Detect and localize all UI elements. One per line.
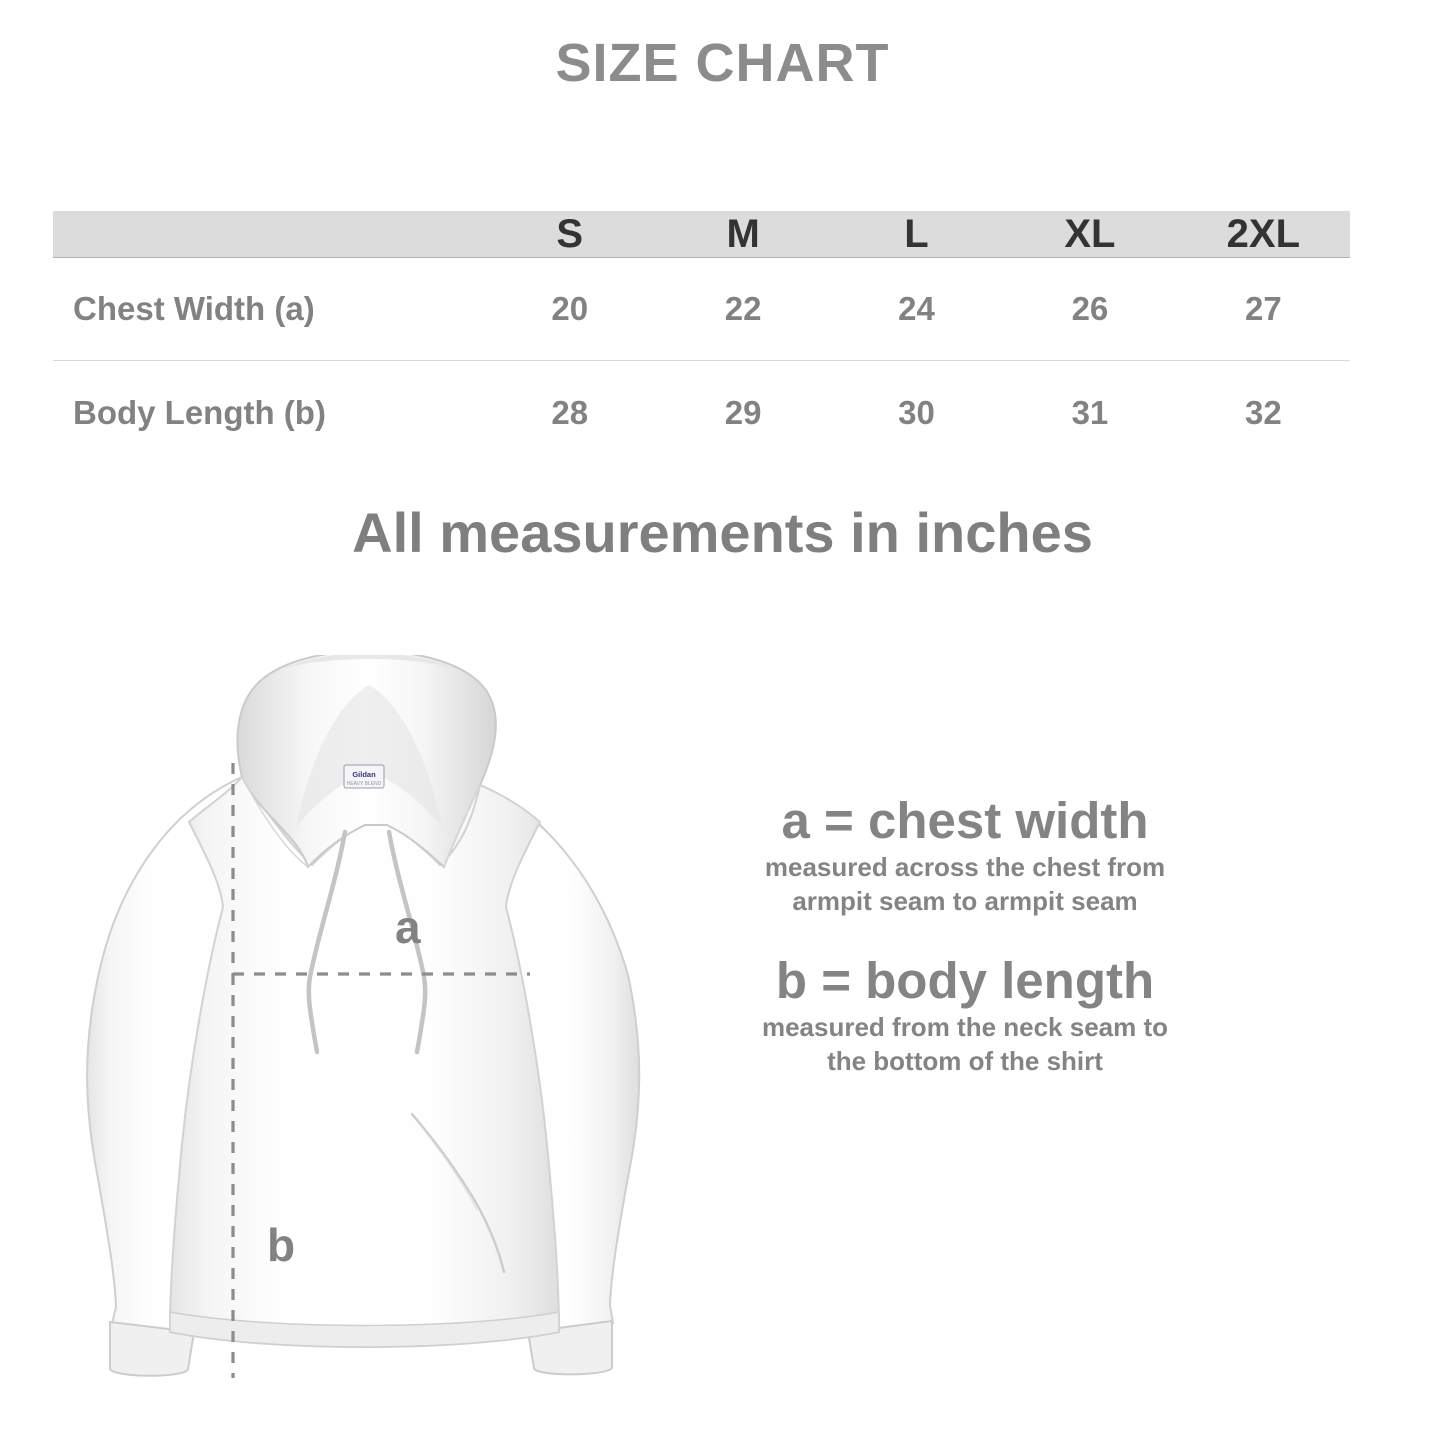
svg-text:Gildan: Gildan: [352, 770, 376, 779]
svg-text:HEAVY BLEND: HEAVY BLEND: [347, 781, 382, 787]
